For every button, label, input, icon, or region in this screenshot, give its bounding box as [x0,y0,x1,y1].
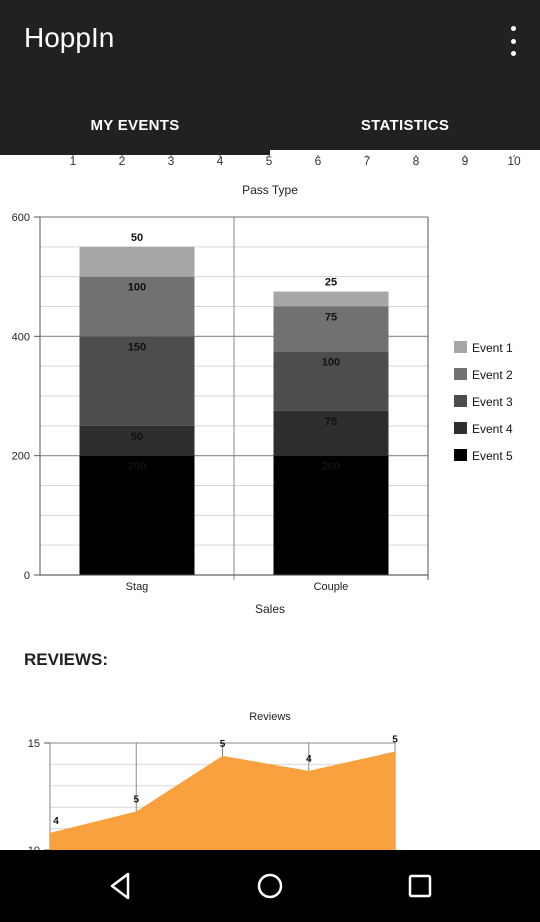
home-circle-icon[interactable] [252,868,288,904]
bar-segment [79,246,195,277]
x-category-label: Couple [314,581,349,593]
pass-type-chart-container: 1 2 3 4 5 6 7 8 9 10 Pass Type 0 200 400 600 200 50 150 10… [0,154,540,630]
reviews-area [50,751,395,850]
bar-segment [273,410,389,456]
bar-segment [273,351,389,411]
top-tick-label: 10 [507,155,521,168]
top-tick-label: 4 [217,155,224,168]
bar-value-label: 100 [322,356,340,368]
navigation-bar [0,850,540,922]
legend-label: Event 1 [472,341,513,355]
legend-swatch [454,368,467,380]
bar-value-label: 200 [128,461,146,473]
reviews-value-label: 5 [220,739,226,750]
top-tick-label: 5 [266,155,273,168]
bar-segment [79,425,195,456]
bar-value-label: 75 [325,416,337,428]
bar-value-label: 50 [131,431,143,443]
legend-label: Event 3 [472,395,513,409]
bar-value-label: 25 [325,277,337,289]
bar-value-label: 100 [128,282,146,294]
bar-value-label: 150 [128,341,146,353]
more-vert-icon[interactable] [506,26,520,56]
bar-segment [273,306,389,352]
tab-my-events[interactable]: MY EVENTS [90,116,180,134]
pass-type-chart-title: Pass Type [242,183,298,197]
bar-segment [273,291,389,307]
app-bar: HoppIn MY EVENTS STATISTICS [0,0,540,155]
top-tick-label: 9 [462,155,469,168]
y-tick-label: 200 [12,451,30,463]
bar-segment [79,276,195,337]
tab-statistics[interactable]: STATISTICS [360,116,450,134]
top-tick-label: 3 [168,155,175,168]
bar-segment [79,336,195,426]
reviews-chart: Reviews 10 15 4 5 5 4 5 [28,711,398,850]
y-tick-label: 0 [24,570,30,582]
x-axis-label: Sales [255,602,285,616]
legend-swatch [454,395,467,407]
reviews-value-label: 5 [392,735,398,746]
bar-segment [79,455,195,575]
legend-label: Event 5 [472,449,513,463]
top-tick-label: 2 [119,155,126,168]
back-triangle-icon[interactable] [102,868,138,904]
legend-swatch [454,422,467,434]
app-title: HoppIn [24,22,115,53]
bar-value-label: 200 [322,461,340,473]
bar-segment [273,455,389,575]
recents-square-icon[interactable] [402,868,438,904]
pass-type-chart: 1 2 3 4 5 6 7 8 9 10 Pass Type 0 200 400 600 200 50 150 10… [12,154,521,616]
top-tick-label: 7 [364,155,371,168]
selected-tab-indicator [270,150,540,155]
reviews-heading: REVIEWS: [24,650,109,669]
legend-label: Event 4 [472,422,513,436]
legend-label: Event 2 [472,368,513,382]
reviews-y-tick-label: 15 [28,738,40,750]
x-category-label: Stag [126,581,149,593]
reviews-chart-title: Reviews [249,711,291,723]
reviews-value-label: 4 [306,754,312,765]
top-tick-label: 1 [70,155,77,168]
bar-value-label: 50 [131,232,143,244]
bar-value-label: 75 [325,312,337,324]
legend-swatch [454,449,467,461]
reviews-value-label: 5 [133,794,139,805]
reviews-value-label: 4 [53,816,59,827]
top-tick-label: 6 [315,155,322,168]
reviews-y-tick-label: 10 [28,845,40,850]
top-tick-label: 8 [413,155,420,168]
y-tick-label: 400 [12,331,30,343]
legend-swatch [454,341,467,353]
y-tick-label: 600 [12,212,30,224]
